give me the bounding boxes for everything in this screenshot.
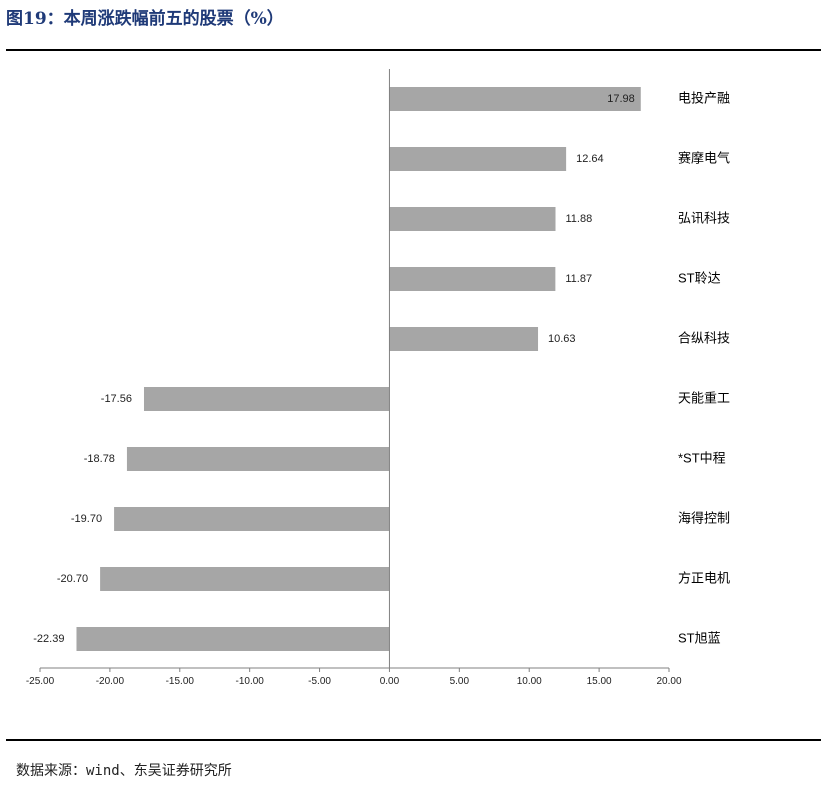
bar-9: [76, 627, 390, 651]
category-label-1: 赛摩电气: [678, 150, 730, 165]
value-label-8: -20.70: [57, 573, 88, 585]
top-divider: [6, 49, 821, 51]
value-label-5: -17.56: [101, 393, 132, 405]
x-tick-label-6: 5.00: [450, 676, 470, 687]
bar-7: [114, 507, 390, 531]
bars-layer: [76, 87, 641, 651]
category-label-8: 方正电机: [678, 570, 730, 585]
value-label-1: 12.64: [576, 153, 604, 165]
category-label-3: ST聆达: [678, 270, 721, 285]
value-label-0: 17.98: [607, 93, 635, 105]
value-label-2: 11.88: [566, 213, 593, 225]
value-label-9: -22.39: [33, 633, 64, 645]
bar-0: [389, 87, 641, 111]
bar-3: [389, 267, 556, 291]
bar-2: [389, 207, 556, 231]
category-label-6: *ST中程: [678, 450, 726, 465]
data-source-note: 数据来源：wind、东吴证券研究所: [16, 763, 232, 779]
x-tick-label-5: 0.00: [380, 676, 400, 687]
value-label-3: 11.87: [565, 273, 592, 285]
x-tick-label-1: -20.00: [96, 676, 125, 687]
category-label-2: 弘讯科技: [678, 210, 730, 225]
x-tick-label-8: 15.00: [587, 676, 612, 687]
bar-5: [143, 387, 390, 411]
value-label-4: 10.63: [548, 333, 576, 345]
bar-6: [126, 447, 390, 471]
category-label-4: 合纵科技: [678, 330, 730, 345]
bar-8: [100, 567, 390, 591]
chart-title: 图19：本周涨跌幅前五的股票（%）: [6, 9, 284, 29]
bar-1: [389, 147, 567, 171]
axis-layer: -25.00 -20.00 -15.00 -10.00 -5.00 0.00 5.00 10.…: [26, 69, 682, 687]
category-label-5: 天能重工: [678, 390, 730, 405]
bar-4: [389, 327, 539, 351]
x-tick-label-4: -5.00: [308, 676, 331, 687]
category-label-0: 电投产融: [678, 90, 730, 105]
value-label-7: -19.70: [71, 513, 102, 525]
x-tick-label-3: -10.00: [235, 676, 264, 687]
labels-layer: 17.98 电投产融 12.64 赛摩电气 11.88 弘讯科技 11.87 ST聆达 10.6…: [33, 90, 730, 645]
category-label-9: ST旭蓝: [678, 630, 721, 645]
category-label-7: 海得控制: [678, 510, 730, 525]
bottom-divider: [6, 739, 821, 741]
x-tick-label-9: 20.00: [656, 676, 681, 687]
value-label-6: -18.78: [84, 453, 115, 465]
x-tick-label-7: 10.00: [517, 676, 542, 687]
x-tick-label-2: -15.00: [166, 676, 195, 687]
x-tick-label-0: -25.00: [26, 676, 55, 687]
